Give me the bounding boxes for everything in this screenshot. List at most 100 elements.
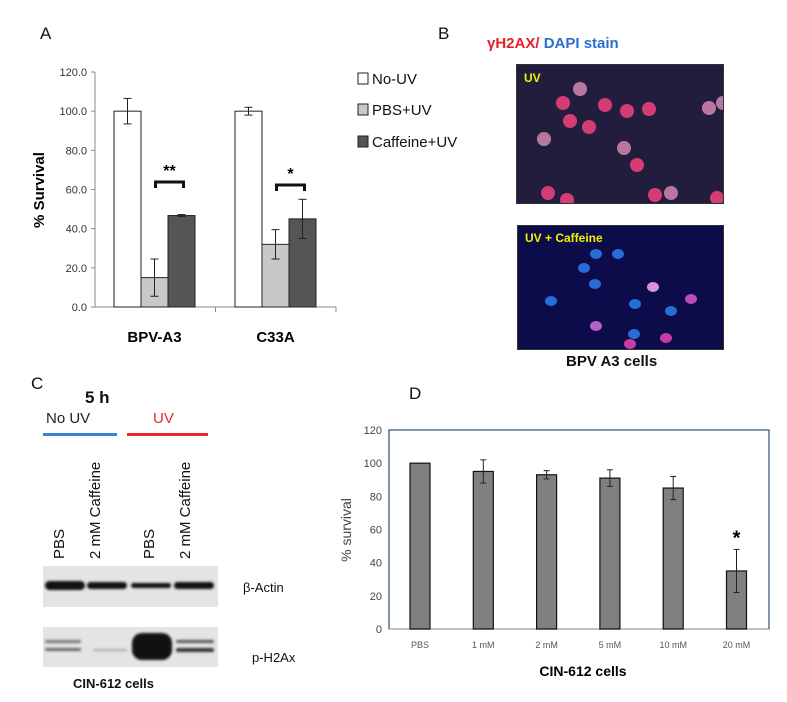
- lane-label: PBS: [51, 528, 68, 559]
- nucleus: [702, 101, 716, 115]
- lane-label: PBS: [141, 528, 158, 559]
- legend-label: PBS+UV: [372, 102, 432, 119]
- bar: [599, 477, 621, 630]
- nucleus: [590, 249, 602, 259]
- nucleus: [620, 104, 634, 118]
- nucleus: [560, 193, 574, 203]
- group-label-uv: UV: [153, 410, 174, 427]
- nucleus: [665, 306, 677, 316]
- x-tick-label: 2 mM: [535, 640, 558, 650]
- bar: [409, 462, 431, 630]
- group-label-no-uv: No UV: [46, 410, 91, 427]
- y-tick-label: 120: [364, 425, 382, 437]
- panel-letter-c: C: [31, 374, 44, 393]
- nucleus: [563, 114, 577, 128]
- y-tick-label: 120.0: [59, 67, 87, 79]
- y-tick-label: 20.0: [66, 263, 87, 275]
- blot-label-p-h2ax: p-H2Ax: [252, 650, 296, 665]
- x-tick-label: C33A: [256, 329, 295, 346]
- panel-c-caption: CIN-612 cells: [73, 676, 154, 691]
- panel-b-caption: BPV A3 cells: [566, 353, 658, 370]
- significance-label: *: [287, 166, 294, 183]
- nucleus: [710, 191, 723, 203]
- x-tick-label: 5 mM: [599, 640, 622, 650]
- nucleus: [624, 339, 636, 349]
- title-dapi: DAPI stain: [539, 35, 619, 52]
- lane-label: 2 mM Caffeine: [177, 461, 194, 559]
- x-tick-label: 10 mM: [659, 640, 687, 650]
- nucleus: [545, 296, 557, 306]
- nucleus: [541, 186, 555, 200]
- y-tick-label: 60.0: [66, 185, 87, 197]
- bar: [113, 110, 142, 308]
- panel-letter-d: D: [409, 384, 422, 403]
- legend-label: Caffeine+UV: [372, 134, 457, 151]
- chart-a: 0.0 20.0 40.0 60.0 80.0 100.0 120.0 BPV-A3 ** C33…: [31, 67, 457, 346]
- blot-beta-actin: [43, 566, 218, 607]
- nucleus: [642, 102, 656, 116]
- significance-bracket: [275, 183, 306, 191]
- x-tick-label: PBS: [411, 640, 429, 650]
- legend-swatch: [357, 135, 369, 148]
- nucleus: [664, 186, 678, 200]
- bar: [234, 110, 263, 308]
- panel-letter-b: B: [438, 24, 450, 43]
- cell-nuclei: [545, 249, 697, 349]
- y-tick-label: 0: [376, 624, 382, 636]
- microscopy-image-uv: UV: [516, 64, 724, 204]
- legend-label: No-UV: [372, 71, 417, 88]
- x-axis-label: CIN-612 cells: [539, 663, 626, 679]
- x-tick-label: 20 mM: [723, 640, 751, 650]
- y-axis-label: % survival: [338, 498, 354, 562]
- group-line-no-uv: [43, 433, 117, 436]
- image-label-uv-caffeine: UV + Caffeine: [525, 231, 603, 245]
- blot-p-h2ax: [43, 627, 218, 667]
- nucleus: [589, 279, 601, 289]
- cell-nuclei: [537, 82, 723, 203]
- significance-label: *: [733, 527, 741, 549]
- bar: [662, 487, 684, 630]
- panel-b-title: γH2AX/ DAPI stain: [487, 35, 619, 52]
- y-tick-label: 0.0: [72, 302, 87, 314]
- y-tick-label: 60: [370, 525, 382, 537]
- legend-swatch: [357, 72, 369, 85]
- y-axis-label: % Survival: [31, 152, 48, 228]
- nucleus: [648, 188, 662, 202]
- lane-label: 2 mM Caffeine: [87, 461, 104, 559]
- timepoint-label: 5 h: [85, 388, 110, 407]
- nucleus: [660, 333, 672, 343]
- bar: [288, 218, 317, 308]
- y-tick-label: 40: [370, 558, 382, 570]
- y-tick-label: 100.0: [59, 106, 87, 118]
- title-gh2ax: γH2AX/: [487, 35, 540, 52]
- nucleus: [582, 120, 596, 134]
- bar: [167, 215, 196, 308]
- group-line-uv: [127, 433, 208, 436]
- nucleus: [628, 329, 640, 339]
- nucleus: [556, 96, 570, 110]
- y-tick-label: 20: [370, 591, 382, 603]
- bar: [535, 474, 558, 630]
- nucleus: [612, 249, 624, 259]
- nucleus: [617, 141, 631, 155]
- bar: [472, 470, 494, 630]
- nucleus: [598, 98, 612, 112]
- y-tick-label: 40.0: [66, 224, 87, 236]
- nucleus: [716, 96, 723, 110]
- nucleus: [647, 282, 659, 292]
- x-tick-label: 1 mM: [472, 640, 495, 650]
- nucleus: [573, 82, 587, 96]
- y-tick-label: 100: [364, 458, 382, 470]
- nucleus: [630, 158, 644, 172]
- panel-letter-a: A: [40, 24, 52, 43]
- nucleus: [537, 132, 551, 146]
- legend-swatch: [357, 103, 369, 116]
- y-tick-label: 80: [370, 491, 382, 503]
- nucleus: [590, 321, 602, 331]
- chart-d: 0 20 40 60 80 100 120 PBS 1 mM 2 mM 5 mM 10 mM 20 mM…: [338, 425, 770, 679]
- blot-label-beta-actin: β-Actin: [243, 580, 284, 595]
- significance-label: **: [163, 163, 176, 180]
- image-label-uv: UV: [524, 71, 541, 85]
- nucleus: [685, 294, 697, 304]
